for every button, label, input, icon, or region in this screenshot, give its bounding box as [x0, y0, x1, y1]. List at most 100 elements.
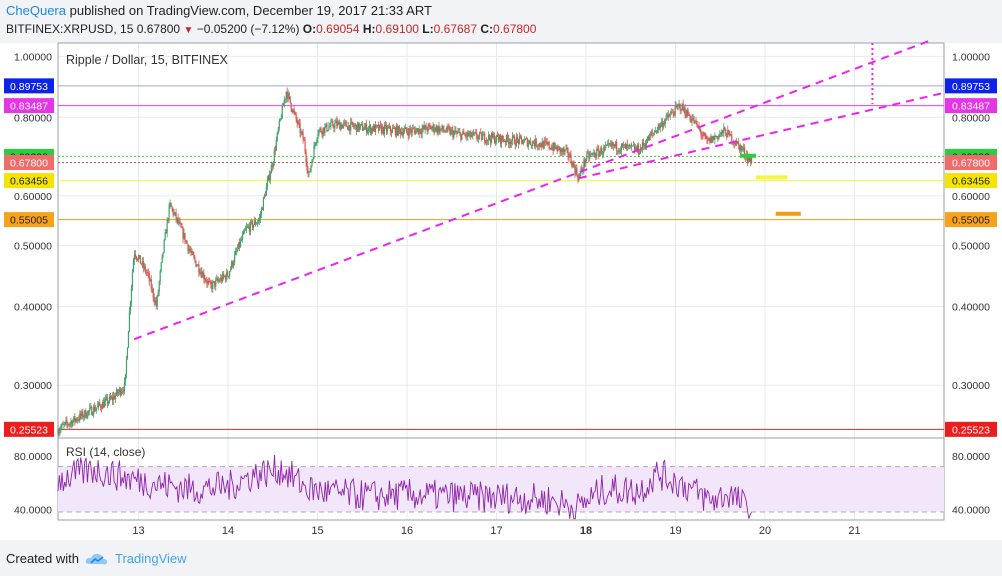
- candle-body: [255, 223, 258, 225]
- candle-body: [292, 109, 294, 113]
- candle-body: [628, 144, 631, 146]
- candle-body: [685, 114, 687, 118]
- candle-body: [302, 132, 304, 140]
- candle-body: [364, 123, 367, 128]
- candle-body: [219, 280, 221, 282]
- candle-body: [268, 175, 270, 180]
- candle-body: [84, 410, 86, 417]
- candle-body: [534, 138, 536, 147]
- candle-body: [644, 144, 647, 147]
- candle-body: [702, 135, 704, 137]
- candle-body: [207, 281, 209, 284]
- candle-body: [661, 121, 663, 128]
- price-level-tag-right-text: 0.63456: [952, 176, 990, 188]
- candle-body: [666, 114, 668, 116]
- candle-body: [144, 265, 146, 273]
- candle-body: [490, 138, 492, 143]
- candle-body: [630, 144, 633, 147]
- candle-body: [511, 135, 514, 141]
- candle-body: [652, 133, 654, 134]
- candle-body: [363, 129, 365, 131]
- candle-body: [227, 271, 229, 277]
- candle-body: [105, 398, 107, 402]
- candle-body: [520, 136, 522, 140]
- candle-body: [236, 248, 239, 251]
- candle-body: [603, 146, 605, 154]
- candle-body: [488, 134, 490, 141]
- candle-body: [714, 136, 716, 140]
- candle-body: [261, 208, 264, 210]
- candle-body: [638, 153, 641, 155]
- candle-body: [161, 254, 163, 263]
- candle-body: [501, 135, 504, 140]
- tradingview-link[interactable]: TradingView: [114, 551, 187, 566]
- candle-body: [64, 422, 66, 425]
- candle-body: [116, 389, 119, 394]
- candle-body: [245, 227, 248, 229]
- candle-body: [524, 138, 526, 140]
- close-label: C:: [480, 22, 494, 36]
- price-level-tag-right-text: 0.55005: [952, 215, 990, 227]
- price-axis-tick-right: 0.40000: [952, 302, 990, 314]
- candle-body: [662, 122, 664, 128]
- price-level-tag-right-text: 0.67800: [952, 157, 990, 169]
- candle-body: [709, 137, 711, 143]
- candle-body: [131, 272, 134, 287]
- candle-body: [547, 142, 549, 145]
- candle-body: [108, 401, 110, 404]
- candle-body: [175, 212, 177, 220]
- candle-body: [499, 134, 502, 144]
- candle-body: [146, 272, 148, 274]
- candle-body: [128, 311, 131, 332]
- candle-body: [145, 272, 147, 273]
- candle-body: [694, 120, 696, 124]
- chart-frame: [57, 42, 945, 521]
- candle-body: [198, 264, 200, 273]
- candle-body: [482, 135, 484, 140]
- candle-body: [291, 109, 293, 113]
- candle-body: [82, 411, 84, 418]
- candle-body: [117, 391, 120, 394]
- candle-body: [541, 141, 543, 148]
- candle-body: [623, 144, 626, 146]
- price-level-tag-left-text: 0.25523: [10, 424, 48, 436]
- candle-body: [149, 279, 151, 282]
- candle-body: [704, 133, 706, 136]
- time-axis-tick: 15: [311, 525, 323, 537]
- candle-body: [367, 128, 370, 131]
- candle-body: [366, 130, 369, 133]
- time-axis-tick: 16: [401, 525, 413, 537]
- candle-body: [183, 233, 185, 239]
- candle-body: [663, 122, 665, 125]
- candle-body: [390, 131, 392, 133]
- candle-body: [452, 129, 454, 138]
- candle-body: [477, 137, 479, 139]
- candle-body: [305, 151, 307, 163]
- candle-body: [679, 104, 681, 110]
- candle-body: [382, 126, 385, 134]
- time-axis-tick: 19: [669, 525, 681, 537]
- candle-body: [723, 127, 725, 134]
- candle-body: [504, 140, 507, 143]
- candle-body: [532, 141, 534, 144]
- candle-body: [670, 111, 672, 114]
- candle-body: [728, 130, 730, 132]
- candle-body: [386, 127, 389, 132]
- candle-body: [407, 132, 409, 136]
- trend-line: [578, 91, 945, 180]
- candle-body: [187, 243, 189, 251]
- candle-body: [618, 150, 620, 152]
- candle-body: [598, 149, 600, 156]
- price-level-tag-right-text: 0.89753: [952, 81, 990, 93]
- rsi-band: [58, 466, 944, 512]
- candle-body: [354, 125, 356, 127]
- price-change: −0.05200 (−7.12%): [196, 22, 300, 36]
- candle-body: [331, 121, 333, 123]
- candle-body: [283, 100, 285, 106]
- candle-body: [347, 126, 349, 130]
- author-link[interactable]: CheQuera: [6, 3, 66, 18]
- candle-body: [444, 130, 446, 132]
- candle-body: [86, 417, 88, 418]
- candle-body: [642, 142, 645, 146]
